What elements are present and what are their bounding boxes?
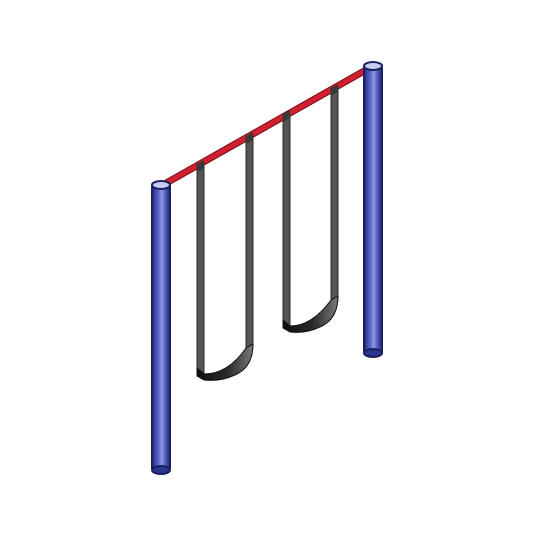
swing-left <box>196 132 254 381</box>
post-left <box>151 180 171 475</box>
seat-right <box>282 295 339 333</box>
chain-left-rear <box>196 160 205 377</box>
chain-right-rear <box>282 110 291 327</box>
post-right <box>363 61 383 358</box>
seat-left <box>196 343 254 381</box>
chain-right-front <box>330 84 339 301</box>
swing-right <box>282 84 339 333</box>
post-left-cap <box>151 180 171 190</box>
chain-left-front <box>245 132 254 349</box>
post-right-cap <box>363 61 383 71</box>
crossbar <box>157 62 377 190</box>
